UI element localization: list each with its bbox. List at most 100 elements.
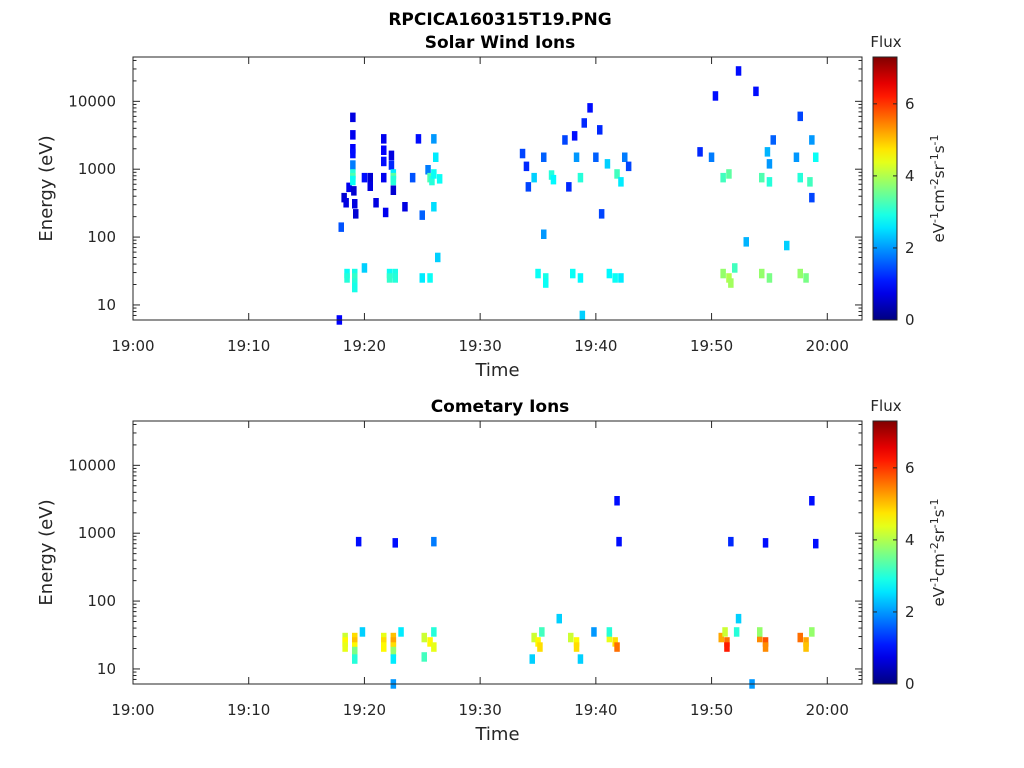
flux-cell [341,192,347,203]
y-tick-label: 100 [87,228,116,246]
flux-cell [381,134,387,144]
y-tick-label: 10 [97,660,116,678]
y-tick-label: 1000 [78,160,116,178]
flux-cell [382,207,389,218]
x-tick-label: 19:00 [111,337,154,355]
flux-cell [390,637,397,647]
flux-cell [352,637,358,647]
flux-cell [797,172,803,183]
flux-cell [612,273,618,283]
flux-cell [577,172,584,183]
flux-cell [435,252,441,263]
x-tick-label: 19:30 [459,337,502,355]
flux-cell [556,613,562,624]
flux-cell [579,310,586,321]
flux-cell [338,222,344,232]
x-tick-label: 19:30 [459,701,502,719]
flux-cell [431,202,437,212]
flux-cell [342,637,348,647]
flux-cell [803,642,809,652]
flux-cell [390,185,397,195]
flux-cell [571,131,578,141]
colorbar-tick-label: 6 [905,459,915,477]
flux-cell [355,536,362,547]
flux-cell [759,172,765,183]
flux-cell [429,175,435,186]
colorbar-title: Flux [870,397,901,415]
x-tick-label: 19:40 [574,701,617,719]
plot-frame [132,420,863,685]
flux-cell [535,637,541,647]
flux-cell [350,148,356,159]
flux-cell [766,177,773,187]
flux-cell [519,148,526,159]
plot-area [133,57,862,320]
flux-cell [421,652,427,662]
colorbar-tick-label: 2 [905,603,915,621]
colorbar-unit-label: eV-1cm-2sr-1s-1 [928,134,948,242]
flux-cell [573,637,580,647]
flux-cell [381,642,387,652]
x-tick-label: 19:50 [690,337,733,355]
x-axis-label: Time [474,724,519,745]
y-tick-label: 10000 [68,92,116,110]
flux-cell [604,159,611,169]
colorbar-tick-label: 4 [905,531,915,549]
flux-cell [573,152,580,162]
flux-cell [431,536,437,547]
flux-cell [351,186,357,196]
flux-cell [793,152,800,162]
flux-cell [390,646,397,657]
flux-cell [591,627,597,637]
flux-cell [757,632,763,643]
flux-cell [566,182,572,192]
flux-cell [343,198,349,208]
x-tick-label: 19:20 [343,337,386,355]
flux-cell [350,175,356,186]
x-tick-label: 19:40 [574,337,617,355]
flux-cell [614,169,620,179]
colorbar [872,420,898,685]
x-tick-label: 19:10 [227,701,270,719]
flux-cell [797,268,803,279]
flux-cell [770,135,776,145]
plot-area [133,421,862,684]
flux-cell [361,263,368,273]
flux-cell [622,152,628,162]
flux-cell [419,273,425,283]
panel-title: Solar Wind Ions [425,33,576,53]
flux-cell [525,182,532,192]
x-tick-label: 19:00 [111,701,154,719]
flux-cell [577,654,584,664]
flux-cell [573,642,580,652]
flux-cell [718,632,724,643]
y-axis-label: Energy (eV) [36,499,57,605]
flux-cell [431,134,437,144]
x-axis-label: Time [474,360,519,381]
flux-cell [436,174,443,184]
flux-cell [593,152,599,162]
flux-cell [762,637,769,647]
flux-cell [606,268,613,279]
flux-cell [392,538,398,548]
flux-cell [421,632,427,643]
flux-cell [809,192,815,203]
flux-cell [616,536,622,547]
flux-cell [353,209,359,219]
flux-cell [350,130,356,140]
x-tick-label: 19:20 [343,701,386,719]
flux-cell [568,632,574,643]
flux-cell [597,125,603,135]
flux-cell [352,199,358,209]
flux-cell [541,152,547,162]
flux-cell [386,273,393,283]
flux-cell [735,613,742,624]
flux-cell [523,161,530,172]
flux-cell [728,278,734,288]
flux-cell [728,536,734,547]
flux-cell [433,152,439,162]
flux-cell [732,263,738,273]
flux-cell [367,181,373,191]
flux-cell [342,642,348,652]
y-axis-label: Energy (eV) [36,135,57,241]
